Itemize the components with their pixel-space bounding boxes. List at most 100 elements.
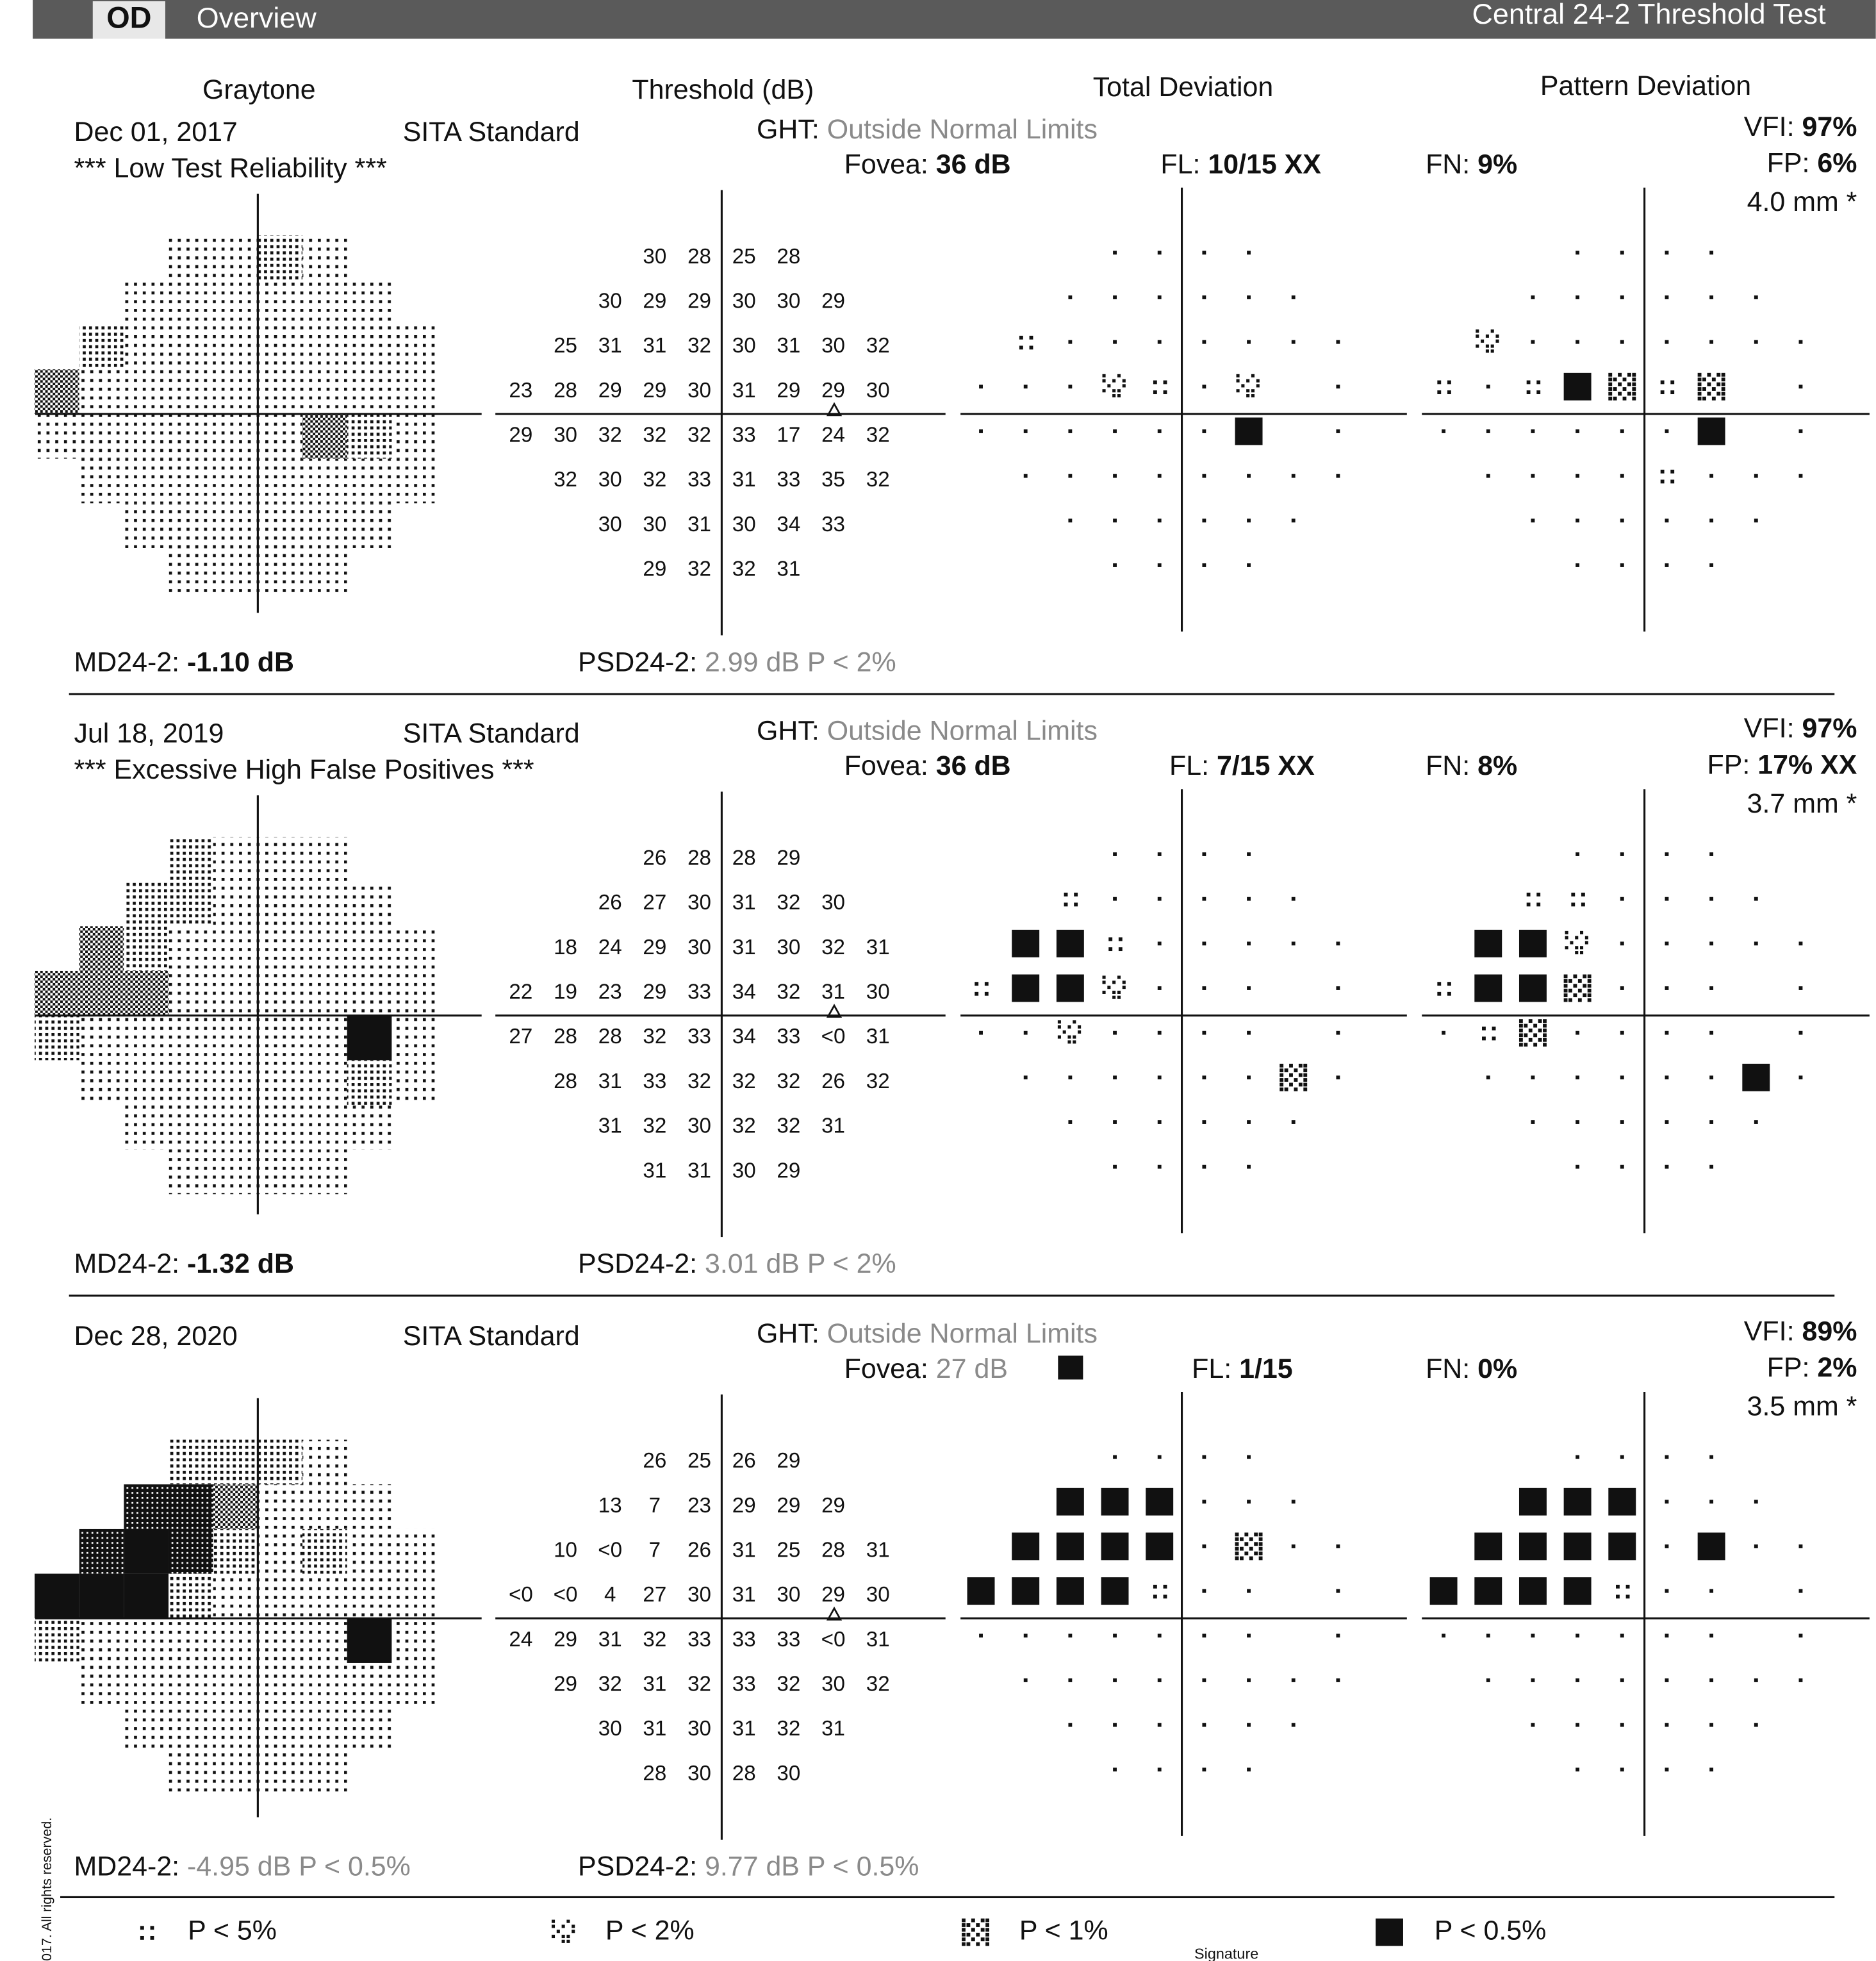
probability-symbol	[1202, 852, 1206, 856]
probability-symbol	[1336, 1634, 1340, 1638]
blind-spot-marker	[826, 1004, 843, 1018]
probability-symbol	[1709, 1634, 1714, 1638]
graytone-cell	[347, 458, 392, 504]
graytone-cell	[302, 1752, 347, 1797]
threshold-value: 29	[777, 1494, 800, 1518]
probability-symbol	[1665, 563, 1669, 567]
threshold-value: 25	[777, 1539, 800, 1562]
threshold-value: 29	[821, 1494, 845, 1518]
probability-symbol	[1336, 1678, 1340, 1682]
graytone-cell	[169, 547, 213, 593]
probability-symbol	[1709, 1589, 1714, 1593]
probability-symbol	[1019, 335, 1033, 350]
probability-symbol	[1056, 1577, 1084, 1605]
fixation-losses-part: 7/15 XX	[1217, 751, 1315, 782]
probability-symbol	[1620, 852, 1624, 856]
threshold-value: <0	[554, 1583, 578, 1607]
graytone-cell	[302, 1528, 347, 1574]
probability-symbol	[1012, 1532, 1040, 1560]
probability-symbol	[1576, 1075, 1580, 1080]
probability-symbol	[1291, 340, 1296, 344]
graytone-cell	[35, 1015, 79, 1061]
probability-symbol	[1235, 1532, 1263, 1560]
threshold-value: 31	[643, 1717, 666, 1741]
probability-symbol	[1113, 1678, 1117, 1682]
probability-symbol	[1576, 1120, 1580, 1124]
probability-symbol	[1056, 1487, 1084, 1516]
threshold-value: 30	[687, 1762, 711, 1785]
threshold-value: 32	[643, 468, 666, 492]
probability-symbol	[1113, 1634, 1117, 1638]
probability-symbol	[1620, 474, 1624, 478]
probability-symbol	[1486, 385, 1490, 389]
probability-symbol	[1247, 1589, 1251, 1593]
threshold-value: 30	[598, 468, 622, 492]
threshold-value: 30	[777, 1583, 800, 1607]
probability-symbol	[1157, 897, 1162, 901]
probability-symbol	[1486, 429, 1490, 433]
threshold-value: 30	[687, 1114, 711, 1138]
probability-symbol	[1754, 1500, 1758, 1504]
false-positives-part: FP:	[1707, 750, 1750, 781]
threshold-value: 34	[777, 513, 800, 536]
threshold-value: 28	[732, 847, 756, 870]
graytone-cell	[124, 1015, 169, 1061]
false-negatives: FN: 8%	[1426, 751, 1517, 782]
probability-symbol	[1336, 1030, 1340, 1035]
probability-symbol	[1798, 1030, 1803, 1035]
pattern-std-deviation-part: 9.77 dB P < 0.5%	[705, 1851, 919, 1882]
probability-symbol	[1531, 1120, 1535, 1124]
probability-symbol	[1754, 340, 1758, 344]
graytone-cell	[124, 1618, 169, 1663]
graytone-cell	[169, 1149, 213, 1195]
probability-symbol	[1247, 852, 1251, 856]
probability-symbol	[1754, 518, 1758, 523]
graytone-cell	[169, 1104, 213, 1150]
graytone-cell	[169, 1484, 213, 1529]
threshold-value: 29	[554, 1628, 577, 1651]
probability-symbol	[1336, 340, 1340, 344]
pattern-std-deviation-part: PSD24-2:	[578, 1248, 697, 1279]
probability-symbol	[1665, 295, 1669, 299]
threshold-value: 4	[604, 1583, 616, 1607]
threshold-value: 30	[821, 1673, 845, 1696]
probability-symbol	[1202, 1075, 1206, 1080]
threshold-value: 31	[732, 379, 756, 402]
threshold-value: 29	[777, 1449, 800, 1473]
threshold-value: 33	[821, 513, 845, 536]
probability-symbol	[1576, 295, 1580, 299]
ght: GHT: Outside Normal Limits	[757, 716, 1098, 747]
probability-symbol	[1236, 374, 1260, 398]
threshold-value: 31	[643, 1673, 666, 1696]
probability-symbol	[1565, 931, 1588, 955]
graytone-cell	[124, 279, 169, 325]
threshold-value: 30	[732, 290, 756, 313]
threshold-value: 32	[777, 1717, 800, 1741]
probability-symbol	[979, 385, 983, 389]
false-positives: FP: 6%	[1767, 148, 1857, 179]
graytone-cell	[302, 547, 347, 593]
threshold-value: 31	[732, 1539, 756, 1562]
probability-symbol	[1336, 1075, 1340, 1080]
threshold-value: 32	[777, 891, 800, 914]
graytone-cell	[169, 926, 213, 971]
threshold-value: 33	[687, 1628, 711, 1651]
probability-symbol	[1798, 429, 1803, 433]
threshold-value: 31	[643, 1159, 666, 1182]
graytone-cell	[169, 279, 213, 325]
probability-symbol	[1709, 340, 1714, 344]
probability-symbol	[1202, 941, 1206, 946]
probability-symbol	[1576, 474, 1580, 478]
probability-symbol	[1235, 417, 1263, 445]
false-positives-part: 2%	[1817, 1352, 1857, 1383]
graytone-cell	[213, 836, 258, 882]
graytone-cell	[169, 1752, 213, 1797]
graytone-cell	[258, 836, 303, 882]
threshold-value: 7	[649, 1539, 661, 1562]
probability-symbol	[1429, 1577, 1458, 1605]
threshold-value: 30	[687, 1717, 711, 1741]
probability-symbol	[1202, 251, 1206, 255]
threshold-value: 33	[687, 1025, 711, 1048]
graytone-cell	[258, 369, 303, 414]
threshold-value: 29	[643, 558, 666, 581]
